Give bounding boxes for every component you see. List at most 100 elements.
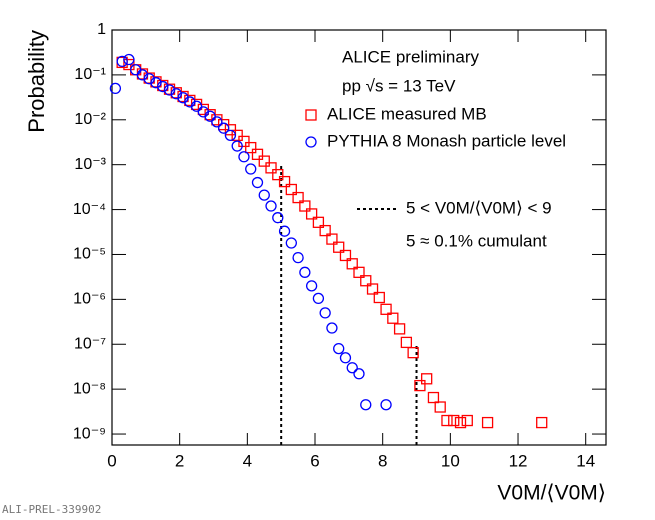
data-point bbox=[163, 84, 176, 96]
data-point bbox=[346, 258, 358, 270]
data-point bbox=[258, 155, 270, 167]
data-point bbox=[353, 368, 365, 380]
y-tick-label: 10⁻⁵ bbox=[73, 246, 106, 263]
y-tick-label: 10⁻⁷ bbox=[74, 335, 106, 352]
x-tick-label: 2 bbox=[175, 451, 184, 470]
y-tick-label: 10⁻² bbox=[74, 111, 106, 128]
legend-marker bbox=[305, 109, 317, 121]
data-point bbox=[238, 151, 250, 163]
annotation: ALICE preliminary bbox=[342, 47, 479, 66]
x-tick-label: 4 bbox=[243, 451, 252, 470]
data-point bbox=[448, 414, 460, 427]
data-point bbox=[231, 140, 243, 152]
data-point bbox=[305, 208, 318, 220]
data-point bbox=[360, 275, 372, 287]
data-point bbox=[360, 399, 372, 411]
data-point bbox=[373, 291, 385, 304]
x-axis-title: V0M/⟨V0M⟩ bbox=[497, 482, 606, 505]
data-point bbox=[292, 251, 304, 264]
y-tick-label: 10⁻⁹ bbox=[73, 425, 106, 442]
x-tick-label: 12 bbox=[509, 451, 528, 470]
data-point bbox=[414, 379, 426, 392]
data-point bbox=[387, 312, 399, 324]
y-axis-title: Probability bbox=[24, 30, 49, 133]
x-tick-label: 10 bbox=[441, 451, 460, 470]
data-point bbox=[204, 110, 216, 122]
plot-frame bbox=[111, 29, 607, 446]
data-point bbox=[333, 241, 345, 253]
data-point bbox=[116, 55, 128, 68]
legend-marker bbox=[305, 136, 317, 148]
watermark: ALI-PREL-339902 bbox=[2, 503, 101, 516]
data-point bbox=[353, 266, 365, 278]
data-point bbox=[265, 200, 277, 212]
data-point bbox=[393, 323, 406, 335]
data-point bbox=[299, 200, 311, 212]
data-point bbox=[461, 414, 473, 427]
data-point bbox=[245, 163, 257, 175]
data-point bbox=[218, 122, 230, 134]
legend-label: 5 < V0M/⟨V0M⟩ < 9 bbox=[406, 198, 552, 217]
x-tick-label: 6 bbox=[310, 451, 319, 470]
data-point bbox=[150, 77, 162, 89]
legend-label: ALICE measured MB bbox=[327, 104, 487, 123]
data-point bbox=[143, 73, 155, 85]
y-tick-label: 10⁻⁸ bbox=[73, 380, 106, 397]
data-point bbox=[170, 88, 182, 100]
data-point bbox=[312, 216, 325, 228]
x-tick-label: 0 bbox=[107, 451, 116, 470]
data-point bbox=[319, 307, 331, 319]
data-point bbox=[258, 189, 270, 201]
data-point bbox=[251, 176, 264, 189]
data-point bbox=[481, 416, 494, 429]
data-point bbox=[441, 414, 453, 427]
data-point bbox=[238, 135, 250, 148]
data-point bbox=[278, 225, 291, 237]
annotation: pp √s = 13 TeV bbox=[342, 76, 456, 95]
data-point bbox=[278, 175, 291, 188]
data-point bbox=[339, 249, 352, 262]
data-point bbox=[305, 280, 318, 292]
y-tick-label: 10⁻⁴ bbox=[73, 201, 106, 218]
data-point bbox=[421, 373, 433, 385]
data-point bbox=[366, 283, 379, 295]
legend-label: PYTHIA 8 Monash particle level bbox=[327, 131, 566, 150]
data-point bbox=[326, 322, 338, 334]
data-point bbox=[265, 162, 277, 174]
data-point bbox=[292, 191, 304, 204]
data-point bbox=[109, 82, 122, 95]
data-point bbox=[285, 183, 297, 196]
data-point bbox=[380, 303, 392, 315]
data-point bbox=[251, 148, 264, 160]
y-tick-label: 10⁻⁶ bbox=[73, 291, 106, 308]
data-point bbox=[312, 292, 325, 305]
data-point bbox=[157, 80, 169, 93]
data-point bbox=[326, 233, 338, 245]
data-point bbox=[299, 266, 311, 278]
data-point bbox=[245, 141, 257, 154]
annotation: 5 ≈ 0.1% cumulant bbox=[406, 231, 547, 250]
data-point bbox=[272, 212, 284, 224]
data-point bbox=[346, 362, 358, 374]
data-point bbox=[190, 100, 203, 112]
data-point bbox=[231, 129, 243, 142]
data-point bbox=[123, 53, 135, 66]
data-point bbox=[400, 336, 413, 349]
data-point bbox=[319, 224, 331, 237]
data-point bbox=[272, 168, 284, 181]
data-point bbox=[380, 399, 392, 411]
data-point bbox=[454, 416, 467, 429]
data-point bbox=[211, 116, 223, 128]
data-point bbox=[333, 342, 345, 355]
data-point bbox=[339, 352, 352, 364]
y-tick-label: 1 bbox=[97, 21, 106, 38]
x-tick-label: 8 bbox=[378, 451, 387, 470]
data-point bbox=[224, 129, 237, 142]
y-tick-label: 10⁻³ bbox=[74, 156, 106, 173]
x-tick-label: 14 bbox=[576, 451, 595, 470]
data-point bbox=[136, 69, 149, 81]
data-point bbox=[285, 237, 297, 249]
y-tick-label: 10⁻¹ bbox=[74, 66, 106, 83]
data-point bbox=[434, 401, 446, 413]
